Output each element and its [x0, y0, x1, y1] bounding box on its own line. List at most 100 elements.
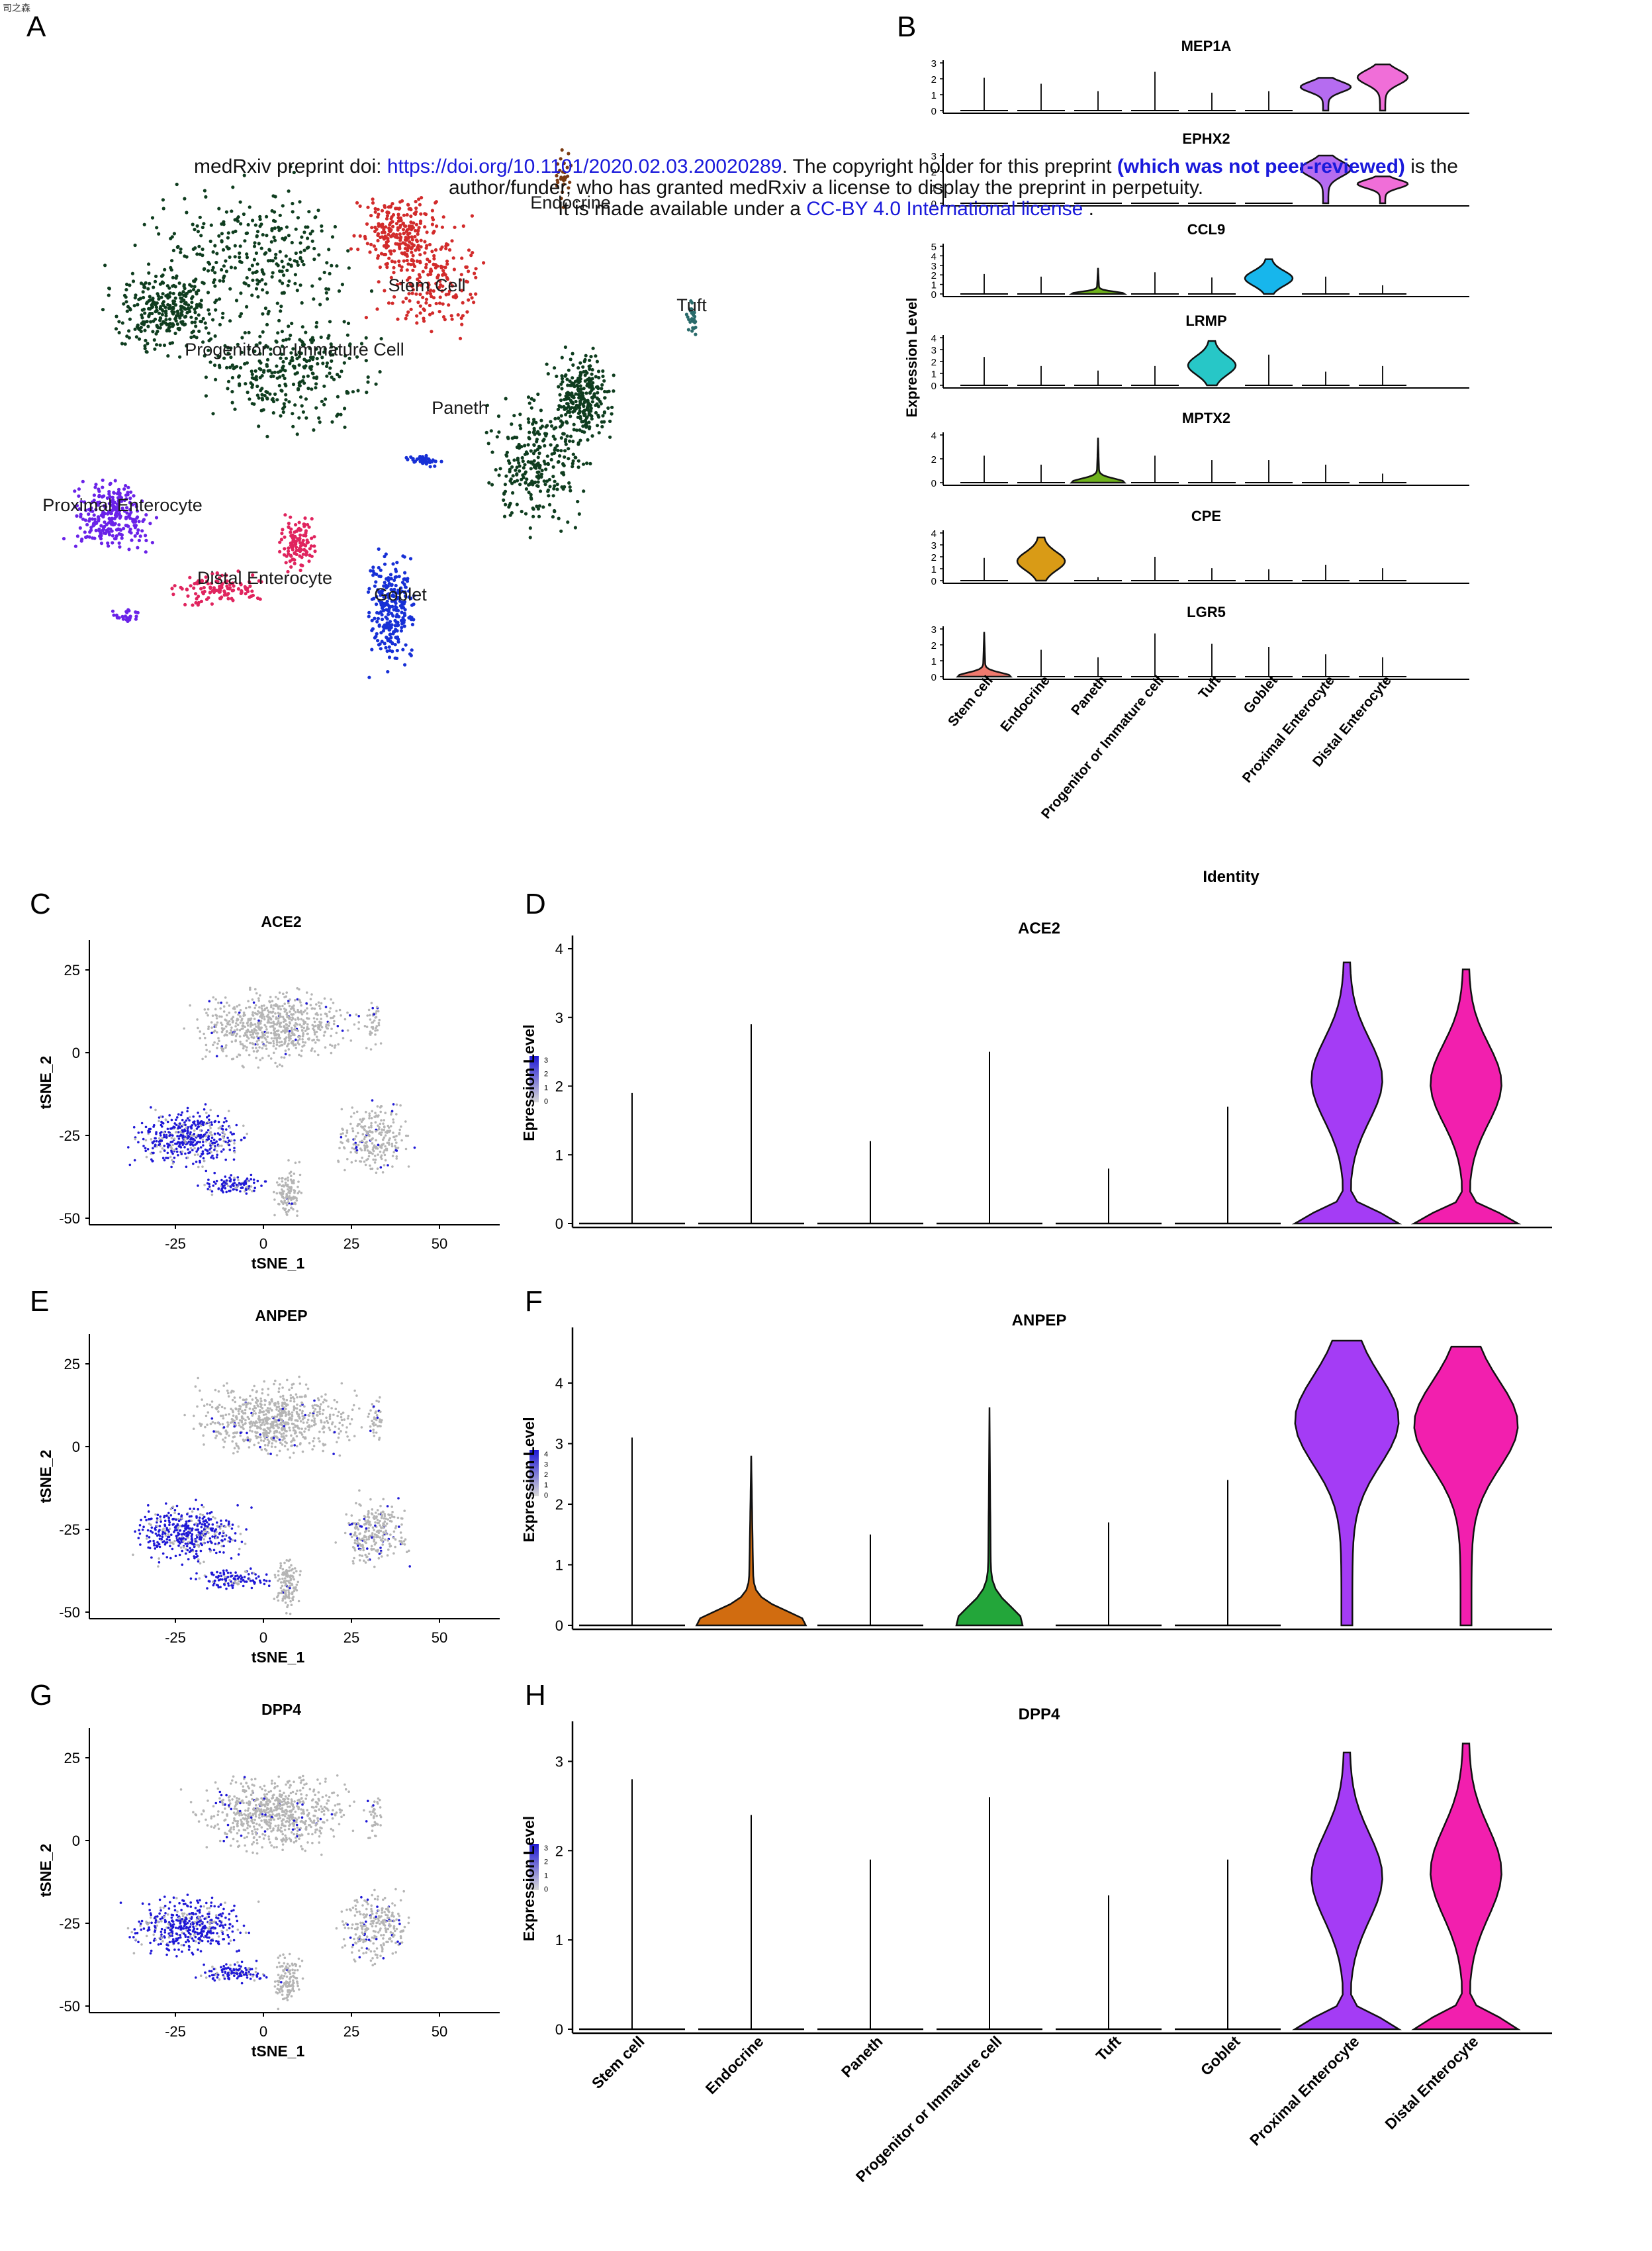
- cell-point: [396, 589, 400, 593]
- cell-point: [120, 536, 124, 540]
- cell-point: [465, 265, 469, 269]
- cell-point: [563, 449, 567, 453]
- cell-point: [206, 308, 210, 312]
- cell-point: [408, 299, 412, 303]
- y-tick-label: 4: [931, 251, 937, 262]
- cell-point: [564, 373, 568, 377]
- cell-point: [304, 1427, 307, 1430]
- cell-point: [216, 1153, 219, 1157]
- cell-point: [298, 384, 302, 388]
- cell-point: [420, 283, 424, 287]
- cell-point: [557, 459, 561, 464]
- cell-point: [232, 1020, 234, 1023]
- cell-point: [330, 1051, 333, 1055]
- cell-point: [228, 1190, 232, 1192]
- cell-point: [234, 299, 239, 303]
- cell-point: [115, 314, 118, 318]
- cell-point: [277, 228, 281, 232]
- cell-point: [291, 1422, 294, 1425]
- cell-point: [382, 244, 387, 248]
- cell-point: [192, 586, 196, 590]
- cell-point: [197, 1123, 199, 1126]
- cell-point: [578, 416, 582, 420]
- cell-point: [513, 480, 517, 484]
- cell-point: [379, 593, 383, 597]
- cell-point: [248, 1188, 252, 1191]
- cell-point: [331, 1044, 334, 1047]
- cell-point: [248, 1006, 251, 1009]
- cell-point: [390, 260, 394, 263]
- cell-point: [390, 202, 394, 206]
- cell-point: [359, 1140, 361, 1143]
- cell-point: [185, 1126, 188, 1129]
- cell-point: [384, 646, 388, 649]
- cell-point: [220, 1049, 224, 1051]
- cell-point: [225, 1019, 228, 1022]
- cell-point: [203, 354, 206, 358]
- cell-point: [578, 406, 582, 410]
- cell-point: [230, 390, 234, 394]
- cell-point: [561, 462, 565, 466]
- cell-point: [203, 1134, 205, 1137]
- cell-point: [336, 1414, 339, 1417]
- cell-point: [136, 528, 140, 532]
- cell-point: [315, 1030, 318, 1033]
- cell-point: [354, 1143, 357, 1147]
- cell-point: [405, 268, 409, 272]
- cell-point: [247, 1402, 250, 1405]
- cell-point: [197, 1126, 200, 1129]
- cell-point: [291, 1031, 294, 1035]
- cell-point: [343, 425, 347, 429]
- cell-point: [226, 387, 230, 391]
- legend-tick-label: 0: [544, 1098, 548, 1106]
- cell-point: [280, 1030, 283, 1033]
- cell-point: [375, 1145, 378, 1149]
- cell-point: [490, 483, 494, 487]
- cell-point: [429, 272, 433, 276]
- cell-point: [179, 247, 183, 251]
- cell-point: [688, 307, 692, 311]
- cell-point: [210, 581, 214, 585]
- cell-point: [313, 1399, 316, 1402]
- cell-point: [226, 1389, 229, 1392]
- cell-point: [336, 1025, 340, 1028]
- cell-point: [274, 339, 278, 343]
- cell-point: [161, 303, 165, 307]
- cell-point: [383, 1125, 386, 1128]
- cell-point: [225, 593, 229, 597]
- cell-point: [529, 496, 533, 500]
- cell-point: [190, 330, 194, 334]
- y-tick-label: 4: [931, 430, 937, 442]
- cell-point: [213, 1041, 216, 1044]
- cell-point: [529, 406, 533, 410]
- cell-point: [424, 301, 428, 305]
- cell-point: [404, 224, 408, 228]
- cell-point: [376, 1029, 379, 1031]
- cell-point: [469, 254, 473, 258]
- cell-point: [307, 1414, 310, 1417]
- cell-point: [252, 1001, 255, 1004]
- cell-point: [381, 1131, 383, 1134]
- cell-point: [250, 1030, 253, 1033]
- cell-point: [204, 1103, 207, 1106]
- cell-point: [267, 1016, 270, 1019]
- cell-point: [392, 295, 396, 299]
- cell-point: [329, 1043, 332, 1046]
- cell-point: [549, 420, 553, 424]
- cell-point: [408, 240, 412, 244]
- cell-point: [358, 204, 362, 208]
- cell-point: [377, 213, 381, 216]
- cell-point: [206, 348, 210, 352]
- cell-point: [421, 269, 425, 273]
- cell-point: [601, 369, 605, 373]
- cell-point: [212, 1043, 214, 1047]
- cell-point: [232, 1158, 236, 1161]
- cell-point: [563, 345, 568, 350]
- cell-point: [204, 1037, 206, 1039]
- cell-point: [171, 1134, 174, 1137]
- cell-point: [268, 392, 272, 396]
- cell-point: [325, 261, 329, 265]
- cell-point: [307, 525, 311, 529]
- cell-point: [394, 1145, 396, 1147]
